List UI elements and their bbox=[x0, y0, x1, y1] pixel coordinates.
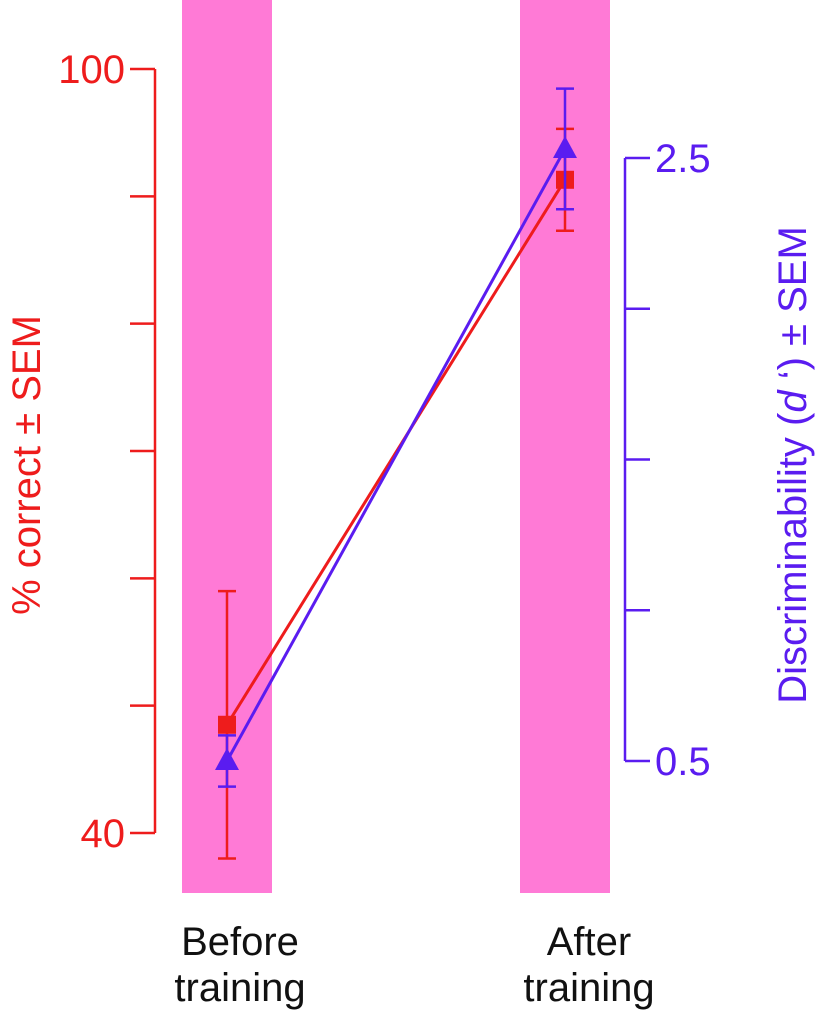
right-axis: 0.5 2.5 bbox=[623, 137, 711, 784]
data-point-triangle bbox=[553, 135, 577, 158]
series-triangle bbox=[215, 87, 577, 788]
data-point-triangle bbox=[215, 748, 239, 770]
category-label: Before training bbox=[174, 920, 305, 1010]
right-axis-title-part: ‘) ± SEM bbox=[771, 226, 815, 390]
right-axis-tick-label: 2.5 bbox=[655, 137, 711, 181]
right-axis-title-part: Discriminability ( bbox=[771, 412, 815, 704]
series-line bbox=[225, 148, 567, 762]
category-label: After training bbox=[523, 920, 654, 1010]
left-axis-tick-label: 100 bbox=[58, 48, 125, 92]
right-axis-tick-label: 0.5 bbox=[655, 740, 711, 784]
highlight-bands bbox=[182, 0, 610, 893]
left-axis-title: % correct ± SEM bbox=[5, 315, 49, 615]
left-axis-tick-label: 40 bbox=[81, 812, 126, 856]
series-layer bbox=[215, 87, 577, 860]
left-axis: 40 100 bbox=[58, 48, 157, 856]
category-labels: Before training After training bbox=[174, 920, 654, 1010]
right-axis-title: Discriminability (d ‘) ± SEM bbox=[771, 226, 815, 704]
right-axis-title-part: d bbox=[771, 389, 815, 413]
data-point-square bbox=[218, 715, 236, 734]
